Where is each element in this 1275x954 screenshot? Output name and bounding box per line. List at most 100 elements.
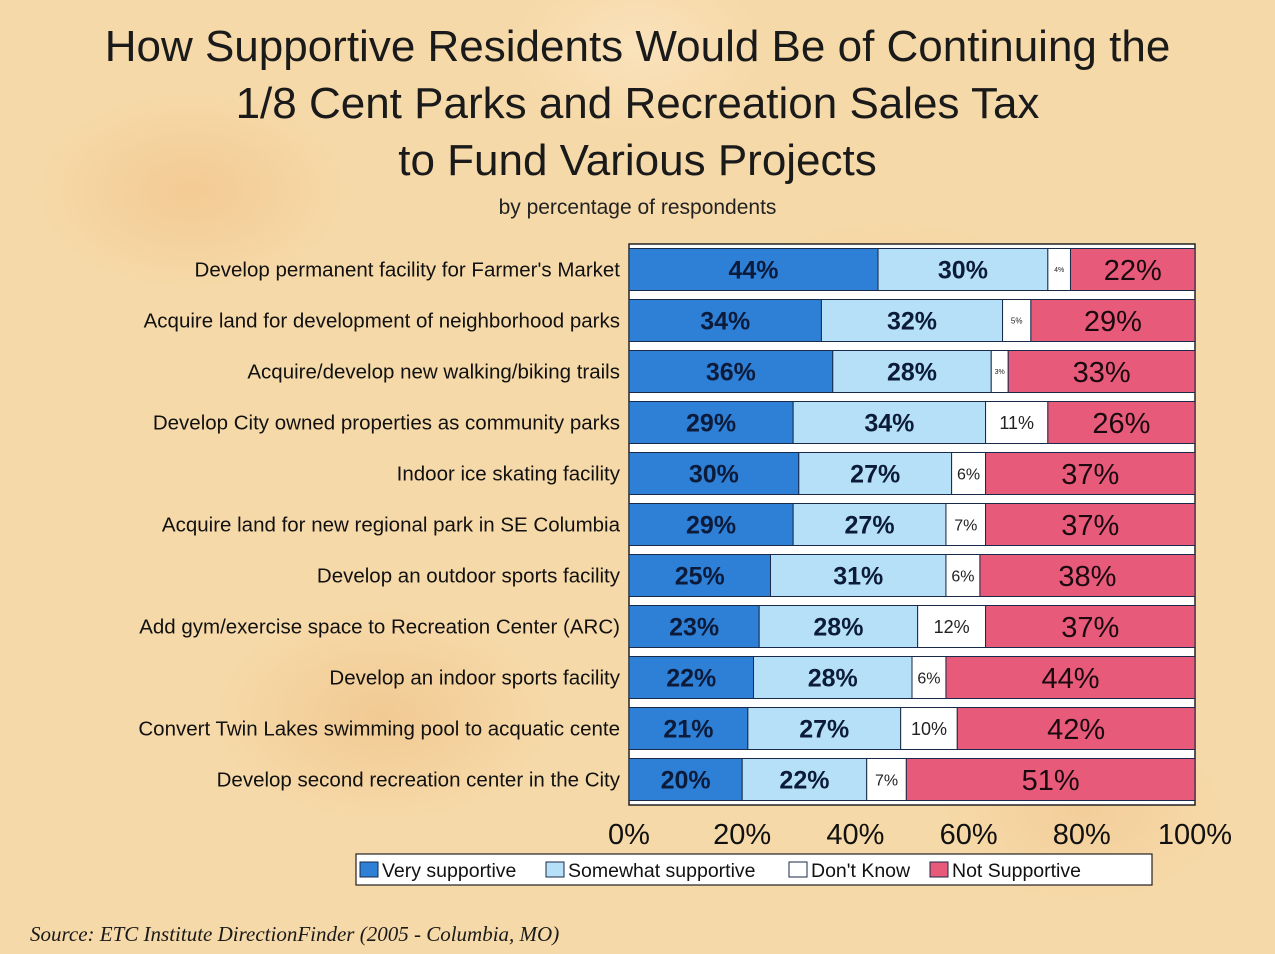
data-label-somewhat-supportive-1: 30% <box>938 257 988 285</box>
x-tick-label: 40% <box>826 819 884 851</box>
data-label-don-t-know-8: 12% <box>934 617 970 637</box>
bar-don-t-know-7 <box>945 554 981 597</box>
legend-label-not-supportive: Not Supportive <box>952 860 1081 882</box>
data-label-somewhat-supportive-11: 22% <box>779 767 829 795</box>
data-label-very-supportive-2: 34% <box>700 308 750 336</box>
data-label-somewhat-supportive-8: 28% <box>813 614 863 642</box>
title-line-2: 1/8 Cent Parks and Recreation Sales Tax <box>235 79 1040 128</box>
x-tick-label: 20% <box>713 819 771 851</box>
category-label: Acquire land for development of neighbor… <box>144 310 620 333</box>
data-label-don-t-know-9: 6% <box>917 670 940 687</box>
legend-label-somewhat-supportive: Somewhat supportive <box>568 860 756 882</box>
legend-swatch-not-supportive <box>929 861 949 878</box>
data-label-not-supportive-6: 37% <box>1061 510 1119 542</box>
bar-don-t-know-4 <box>985 401 1049 444</box>
bar-don-t-know-10 <box>900 707 958 750</box>
data-label-not-supportive-8: 37% <box>1061 612 1119 644</box>
data-label-don-t-know-3: 3% <box>995 369 1005 376</box>
bar-very-supportive-4 <box>628 401 794 444</box>
x-tick-label: 100% <box>1158 819 1232 851</box>
bar-very-supportive-8 <box>628 605 760 648</box>
bar-don-t-know-11 <box>866 758 907 801</box>
x-tick-label: 60% <box>940 819 998 851</box>
data-label-somewhat-supportive-9: 28% <box>808 665 858 693</box>
bar-very-supportive-10 <box>628 707 749 750</box>
data-label-somewhat-supportive-4: 34% <box>864 410 914 438</box>
bar-not-supportive-7 <box>979 554 1196 597</box>
data-label-very-supportive-9: 22% <box>666 665 716 693</box>
data-label-not-supportive-5: 37% <box>1061 459 1119 491</box>
data-label-somewhat-supportive-3: 28% <box>887 359 937 387</box>
category-label: Develop City owned properties as communi… <box>153 412 620 435</box>
legend-box <box>355 853 1153 886</box>
legend-label-don-t-know: Don't Know <box>811 860 911 882</box>
data-label-don-t-know-5: 6% <box>957 466 980 483</box>
bar-somewhat-supportive-9 <box>753 656 913 699</box>
title-line-3: to Fund Various Projects <box>398 136 877 185</box>
data-label-somewhat-supportive-5: 27% <box>850 461 900 489</box>
bar-somewhat-supportive-5 <box>798 452 953 495</box>
data-label-somewhat-supportive-10: 27% <box>799 716 849 744</box>
data-label-very-supportive-1: 44% <box>728 257 778 285</box>
bar-very-supportive-5 <box>628 452 800 495</box>
data-label-don-t-know-2: 5% <box>1011 316 1023 325</box>
category-label: Add gym/exercise space to Recreation Cen… <box>139 616 620 639</box>
category-label: Develop an indoor sports facility <box>329 667 620 690</box>
bar-very-supportive-6 <box>628 503 794 546</box>
data-label-don-t-know-1: 4% <box>1054 267 1064 274</box>
data-label-somewhat-supportive-7: 31% <box>833 563 883 591</box>
data-label-not-supportive-11: 51% <box>1022 765 1080 797</box>
bar-somewhat-supportive-4 <box>792 401 987 444</box>
bar-very-supportive-11 <box>628 758 743 801</box>
bar-don-t-know-5 <box>951 452 987 495</box>
bar-somewhat-supportive-8 <box>758 605 919 648</box>
category-label: Acquire/develop new walking/biking trail… <box>247 361 620 384</box>
bar-not-supportive-4 <box>1047 401 1196 444</box>
x-tick-label: 80% <box>1053 819 1111 851</box>
legend-label-very-supportive: Very supportive <box>382 860 516 882</box>
title-line-1: How Supportive Residents Would Be of Con… <box>104 22 1171 71</box>
data-label-not-supportive-2: 29% <box>1084 306 1142 338</box>
bar-somewhat-supportive-11 <box>741 758 868 801</box>
data-label-not-supportive-1: 22% <box>1104 255 1162 287</box>
bar-very-supportive-2 <box>628 299 822 342</box>
chart-subtitle: by percentage of respondents <box>498 196 777 219</box>
bar-not-supportive-10 <box>956 707 1196 750</box>
legend-swatch-very-supportive <box>359 861 379 878</box>
bar-very-supportive-7 <box>628 554 771 597</box>
bar-not-supportive-11 <box>905 758 1196 801</box>
category-label: Indoor ice skating facility <box>397 463 621 486</box>
category-label: Acquire land for new regional park in SE… <box>162 514 621 537</box>
bar-somewhat-supportive-7 <box>770 554 947 597</box>
data-label-not-supportive-4: 26% <box>1092 408 1150 440</box>
bar-don-t-know-8 <box>917 605 987 648</box>
source-note: Source: ETC Institute DirectionFinder (2… <box>30 922 560 946</box>
data-label-don-t-know-4: 11% <box>999 413 1034 433</box>
data-label-very-supportive-4: 29% <box>686 410 736 438</box>
legend-swatch-somewhat-supportive <box>545 861 565 878</box>
data-label-somewhat-supportive-6: 27% <box>845 512 895 540</box>
data-label-very-supportive-7: 25% <box>675 563 725 591</box>
bar-very-supportive-3 <box>628 350 834 393</box>
data-label-very-supportive-10: 21% <box>663 716 713 744</box>
data-label-don-t-know-10: 10% <box>911 719 947 739</box>
data-label-very-supportive-11: 20% <box>661 767 711 795</box>
bar-not-supportive-2 <box>1030 299 1196 342</box>
data-label-very-supportive-6: 29% <box>686 512 736 540</box>
data-label-somewhat-supportive-2: 32% <box>887 308 937 336</box>
data-label-very-supportive-5: 30% <box>689 461 739 489</box>
x-tick-label: 0% <box>608 819 650 851</box>
data-label-don-t-know-6: 7% <box>954 517 977 534</box>
data-label-very-supportive-8: 23% <box>669 614 719 642</box>
category-label: Develop second recreation center in the … <box>217 769 621 792</box>
category-label: Develop permanent facility for Farmer's … <box>195 259 621 282</box>
category-label: Develop an outdoor sports facility <box>317 565 621 588</box>
data-label-not-supportive-7: 38% <box>1058 561 1116 593</box>
data-label-not-supportive-3: 33% <box>1073 357 1131 389</box>
data-label-very-supportive-3: 36% <box>706 359 756 387</box>
data-label-not-supportive-9: 44% <box>1041 663 1099 695</box>
bar-not-supportive-3 <box>1007 350 1196 393</box>
legend-swatch-don-t-know <box>788 861 808 878</box>
bar-very-supportive-9 <box>628 656 755 699</box>
